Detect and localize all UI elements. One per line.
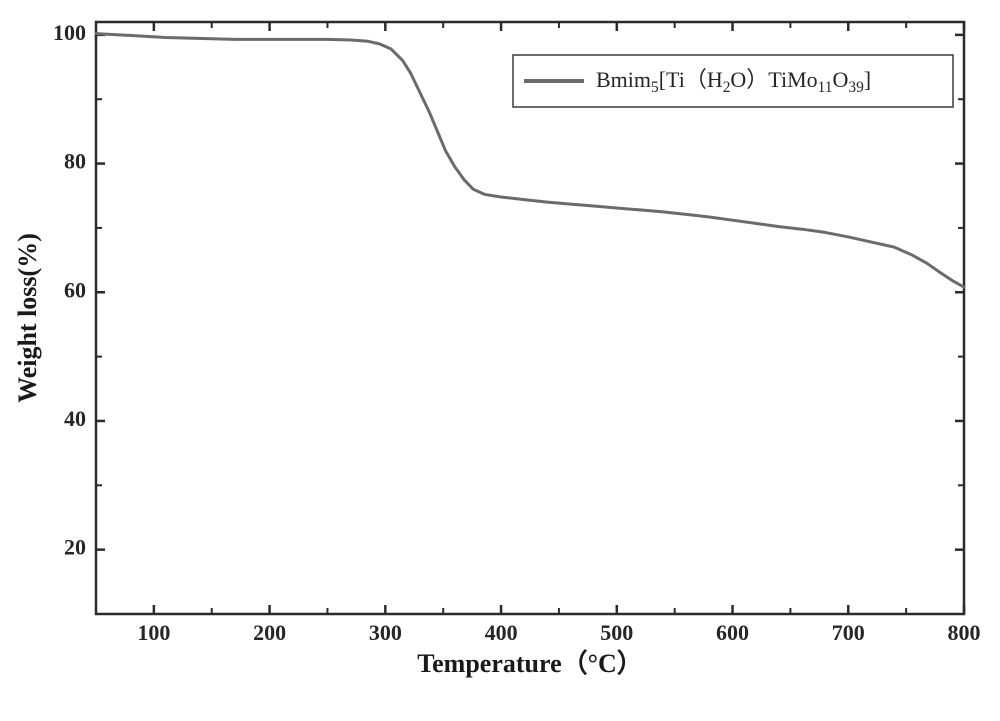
x-tick-label: 800 [948, 620, 981, 645]
legend-text-part: [Ti（H [659, 67, 723, 92]
y-tick-label: 60 [64, 277, 86, 302]
legend-subscript: 11 [818, 79, 833, 96]
x-axis-title: Temperature（°C） [417, 649, 643, 678]
x-tick-label: 600 [716, 620, 749, 645]
tga-chart: 100 200 300 400 500 600 700 800 20 40 60 80 100 Tempe… [0, 0, 1000, 721]
legend-text-part: O [832, 67, 848, 92]
x-tick-label: 500 [600, 620, 633, 645]
x-tick-label: 400 [485, 620, 518, 645]
legend-subscript: 39 [848, 79, 864, 96]
y-tick-label: 100 [53, 20, 86, 45]
x-tick-label: 700 [832, 620, 865, 645]
legend-text-part: O）TiMo [730, 67, 817, 92]
x-tick-label: 300 [369, 620, 402, 645]
y-tick-label: 80 [64, 149, 86, 174]
legend-subscript: 2 [723, 79, 731, 96]
y-tick-label: 20 [64, 535, 86, 560]
chart-svg: 100 200 300 400 500 600 700 800 20 40 60 80 100 Tempe… [0, 0, 1000, 721]
x-tick-label: 100 [137, 620, 170, 645]
y-tick-label: 40 [64, 406, 86, 431]
legend-text-part: Bmim [596, 67, 651, 92]
x-tick-label: 200 [253, 620, 286, 645]
y-axis-title: Weight loss(%) [13, 233, 42, 403]
legend-text-part: ] [864, 67, 871, 92]
